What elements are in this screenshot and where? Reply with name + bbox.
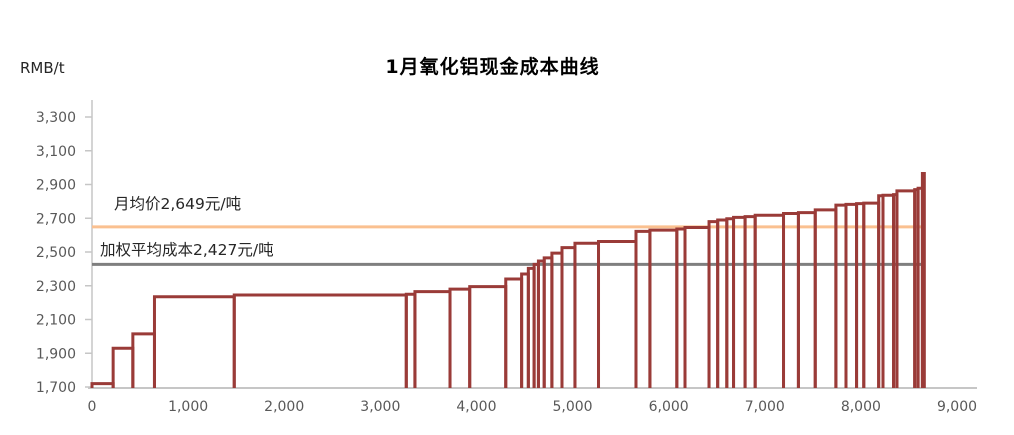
cost-curve-step [131,332,156,388]
cost-curve-step [753,213,786,388]
x-axis-tick-label: 8,000 [841,399,881,415]
cost-curve-step [920,172,926,388]
x-axis-tick-label: 7,000 [745,399,785,415]
y-axis-tick-label: 1,900 [36,346,76,362]
monthly-average-price-label: 月均价2,649元/吨 [114,195,242,213]
cost-curve-step [881,193,896,388]
cost-curve-step [232,293,408,388]
y-axis-unit-label: RMB/t [20,59,65,77]
cost-curve-step [152,295,236,388]
cost-curve-step [844,202,859,388]
cost-curve-step [862,201,881,388]
y-axis-tick-label: 3,300 [36,110,76,126]
cost-curve-step [648,228,679,388]
x-axis-tick-label: 0 [88,399,97,415]
cost-curve-step [796,211,817,388]
cost-curve-step [111,346,135,388]
y-axis-tick-label: 2,300 [36,279,76,295]
weighted-average-cost-label: 加权平均成本2,427元/吨 [100,241,274,259]
cost-curve-step [448,287,472,388]
x-axis-tick-label: 1,000 [168,399,208,415]
cost-curve-step [468,285,508,388]
cost-curve-step [634,229,652,388]
y-axis-tick-label: 2,900 [36,178,76,194]
cost-curve-step [834,203,848,388]
y-axis-tick-label: 3,100 [36,144,76,160]
cost-curve-step [550,251,564,388]
x-axis-tick-label: 9,000 [937,399,977,415]
cost-curve-step [732,215,747,388]
chart-title: 1月氧化铝现金成本曲线 [385,56,600,78]
cost-curve-step [895,189,917,388]
cost-curve-step [560,246,577,388]
x-axis-tick-label: 2,000 [264,399,304,415]
x-axis-tick-label: 5,000 [553,399,593,415]
cost-curve-step [413,290,452,388]
cost-curve-step [683,226,711,388]
cost-curve-step [782,212,800,388]
cost-curve-step [743,215,757,388]
y-axis-tick-label: 1,700 [36,380,76,396]
y-axis-tick-label: 2,100 [36,313,76,329]
y-axis-tick-label: 2,500 [36,245,76,261]
x-axis-tick-label: 6,000 [649,399,689,415]
x-axis-tick-label: 4,000 [456,399,496,415]
cost-curve-step [504,277,524,388]
cost-curve-step [813,208,838,388]
x-axis-tick-label: 3,000 [360,399,400,415]
y-axis-tick-label: 2,700 [36,211,76,227]
